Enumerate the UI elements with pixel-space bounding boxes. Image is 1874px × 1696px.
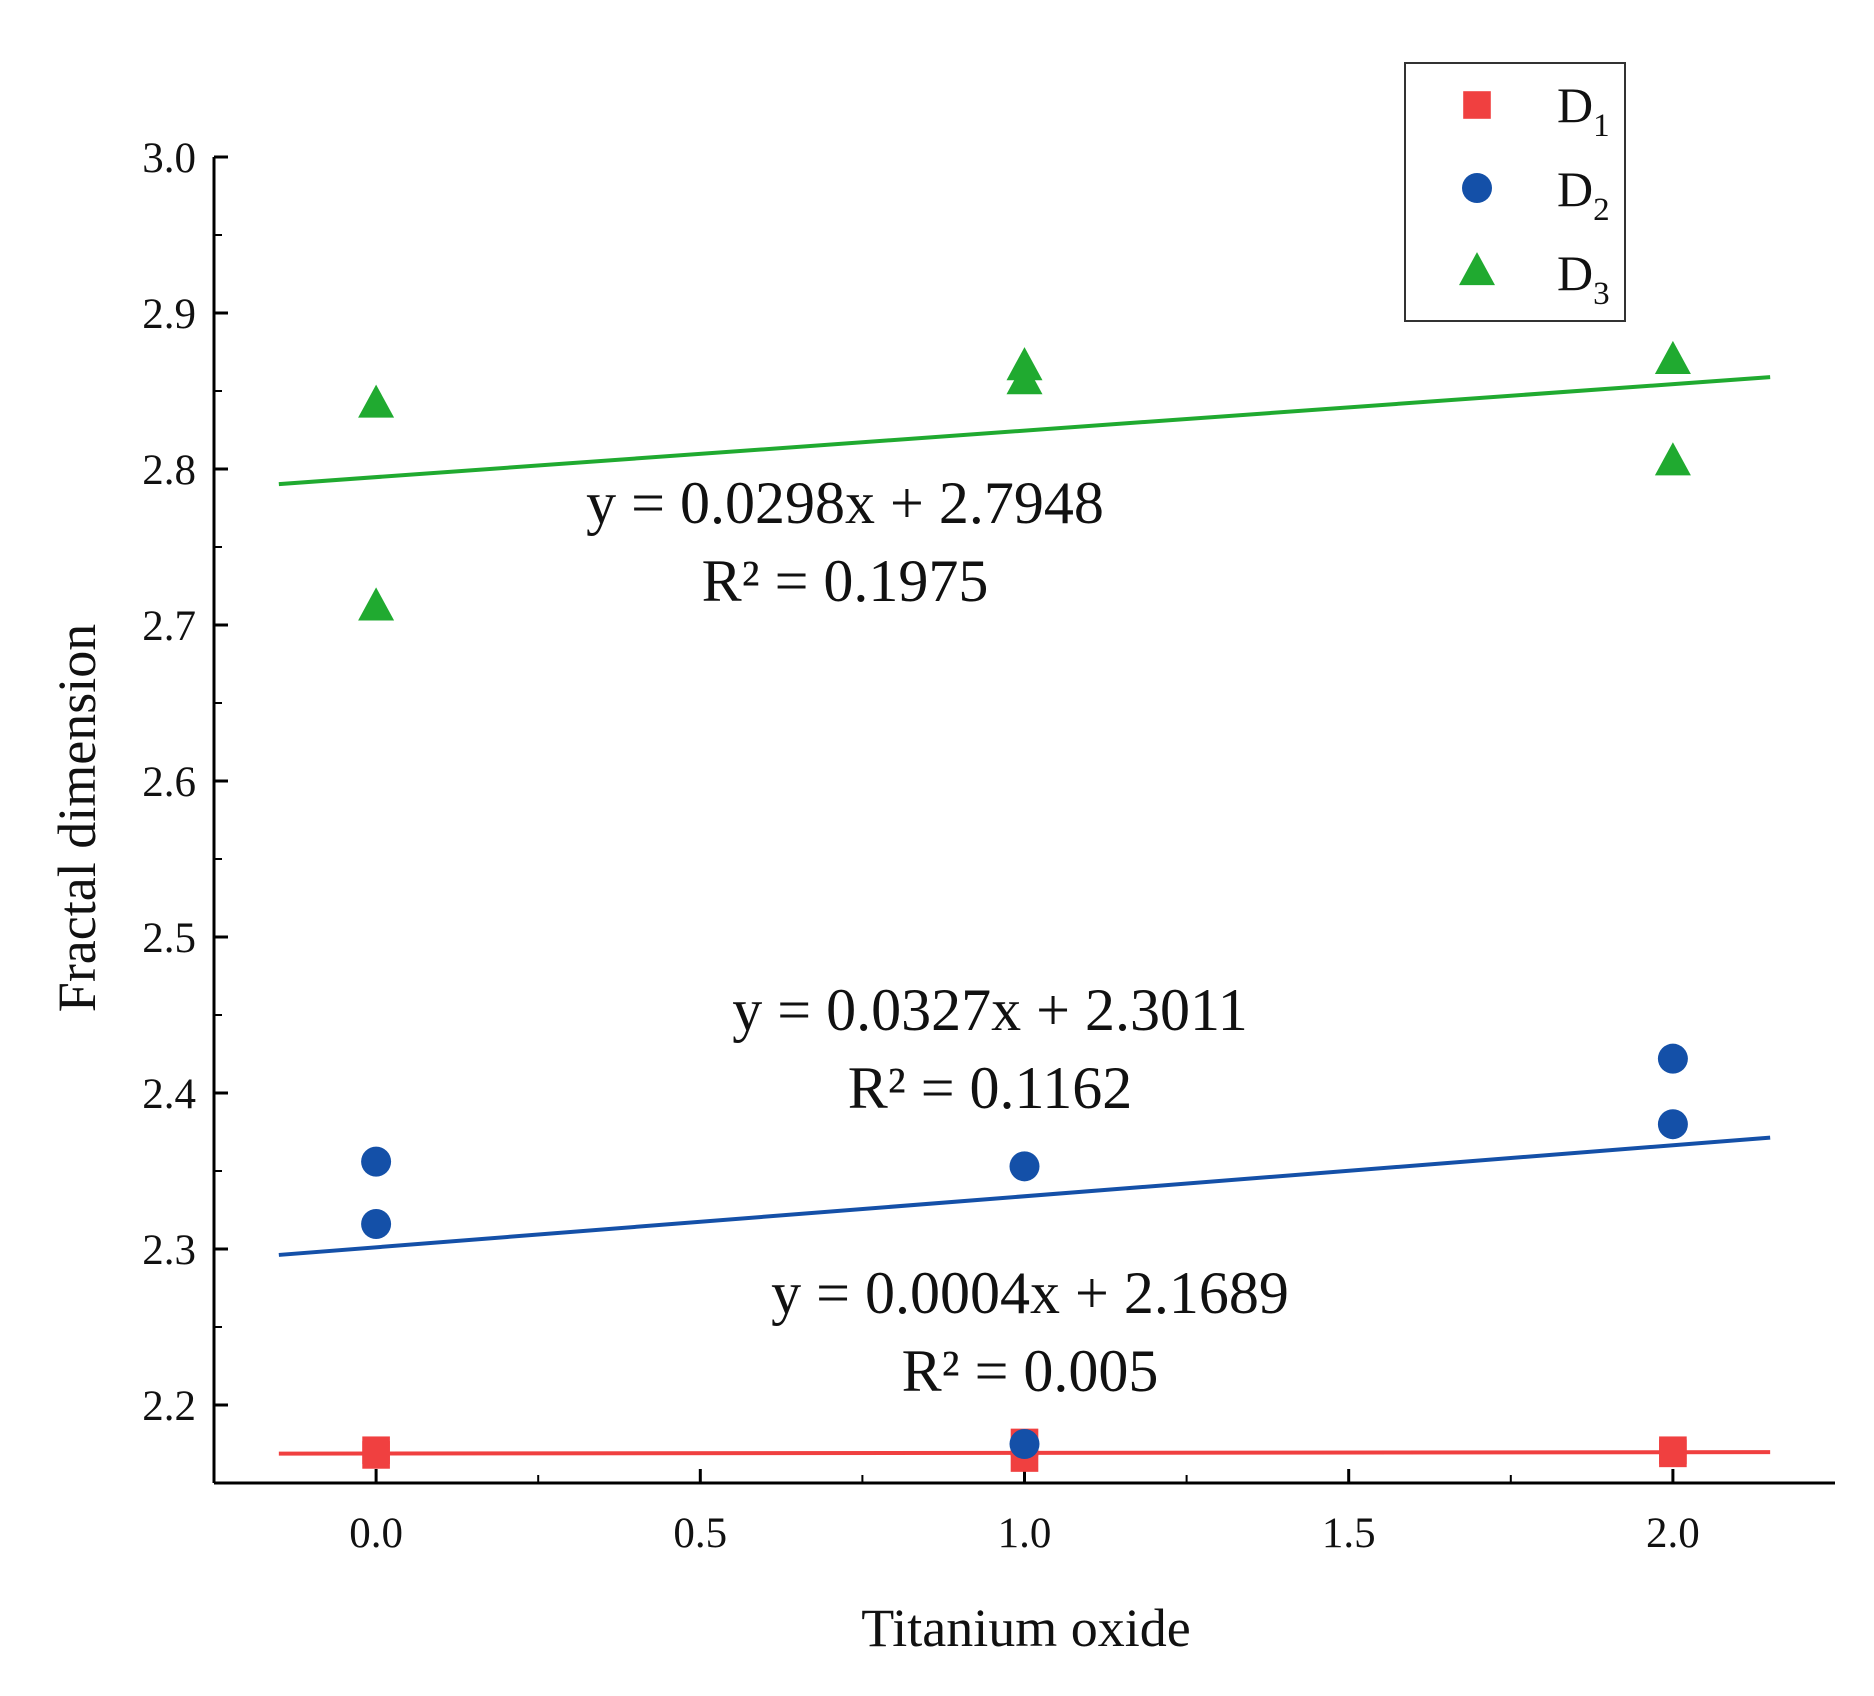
data-point-d2 — [361, 1209, 392, 1240]
legend: D1 D2 D3 — [1404, 62, 1626, 322]
axes: 2.2 2.3 2.4 2.5 2.6 2.7 2.8 2.9 3.0 0.0 0.5 1.0 1.5 2… — [142, 135, 1835, 1557]
y-tick-label: 2.8 — [142, 447, 196, 494]
equation-d2: y = 0.0327x + 2.3011 — [732, 977, 1247, 1043]
x-axis-title: Titanium oxide — [861, 1598, 1191, 1658]
data-point-d3 — [358, 384, 395, 418]
r-squared-d3: R² = 0.1975 — [702, 548, 989, 614]
legend-label-d1: D1 — [1557, 77, 1610, 144]
data-point-d3 — [1654, 340, 1691, 374]
legend-label-d2: D2 — [1557, 161, 1610, 228]
fit-line-d2 — [278, 1135, 1771, 1257]
data-point-d1 — [1659, 1436, 1687, 1465]
r-squared-d2: R² = 0.1162 — [848, 1055, 1133, 1121]
data-point-d2 — [1009, 1429, 1040, 1459]
fit-line-d3 — [278, 375, 1771, 487]
x-tick-label: 2.0 — [1646, 1510, 1700, 1557]
equation-d3: y = 0.0298x + 2.7948 — [586, 470, 1104, 536]
data-point-d2 — [1657, 1043, 1688, 1074]
x-tick-label: 1.5 — [1322, 1510, 1376, 1557]
y-axis-title: Fractal dimension — [47, 624, 107, 1012]
x-tick-label: 0.0 — [349, 1510, 403, 1557]
legend-label-d3-main: D — [1557, 245, 1593, 301]
x-tick-label: 1.0 — [998, 1510, 1052, 1557]
legend-label-d2-sub: 2 — [1593, 192, 1610, 228]
data-point-d2 — [1009, 1151, 1040, 1182]
data-point-d2 — [1657, 1109, 1688, 1140]
legend-label-d3: D3 — [1557, 245, 1610, 312]
legend-label-d1-main: D — [1557, 77, 1593, 133]
data-point-d3 — [358, 587, 395, 621]
data-point-d2 — [361, 1146, 392, 1177]
data-point-d1 — [362, 1436, 390, 1465]
legend-box — [1404, 62, 1626, 322]
legend-label-d1-sub: 1 — [1593, 108, 1610, 144]
y-tick-label: 2.6 — [142, 759, 196, 806]
legend-label-d3-sub: 3 — [1593, 276, 1610, 312]
legend-markers — [1459, 91, 1495, 286]
x-tick-label: 0.5 — [673, 1510, 727, 1557]
y-tick-label: 2.4 — [142, 1071, 196, 1118]
y-tick-label: 2.7 — [142, 603, 196, 650]
legend-marker-d3 — [1459, 252, 1495, 286]
data-points — [358, 340, 1691, 1472]
y-tick-label: 2.3 — [142, 1227, 196, 1274]
r-squared-d1: R² = 0.005 — [902, 1338, 1159, 1404]
y-tick-label: 3.0 — [142, 135, 196, 182]
equation-d1: y = 0.0004x + 2.1689 — [771, 1260, 1289, 1326]
y-tick-label: 2.2 — [142, 1383, 196, 1430]
data-point-d3 — [1654, 442, 1691, 476]
legend-marker-d1 — [1463, 91, 1491, 119]
y-tick-label: 2.5 — [142, 915, 196, 962]
legend-label-d2-main: D — [1557, 161, 1593, 217]
y-tick-label: 2.9 — [142, 291, 196, 338]
data-point-d3 — [1006, 361, 1043, 395]
equation-annotations: y = 0.0298x + 2.7948 R² = 0.1975 y = 0.0… — [586, 470, 1289, 1404]
legend-marker-d2 — [1462, 173, 1492, 203]
